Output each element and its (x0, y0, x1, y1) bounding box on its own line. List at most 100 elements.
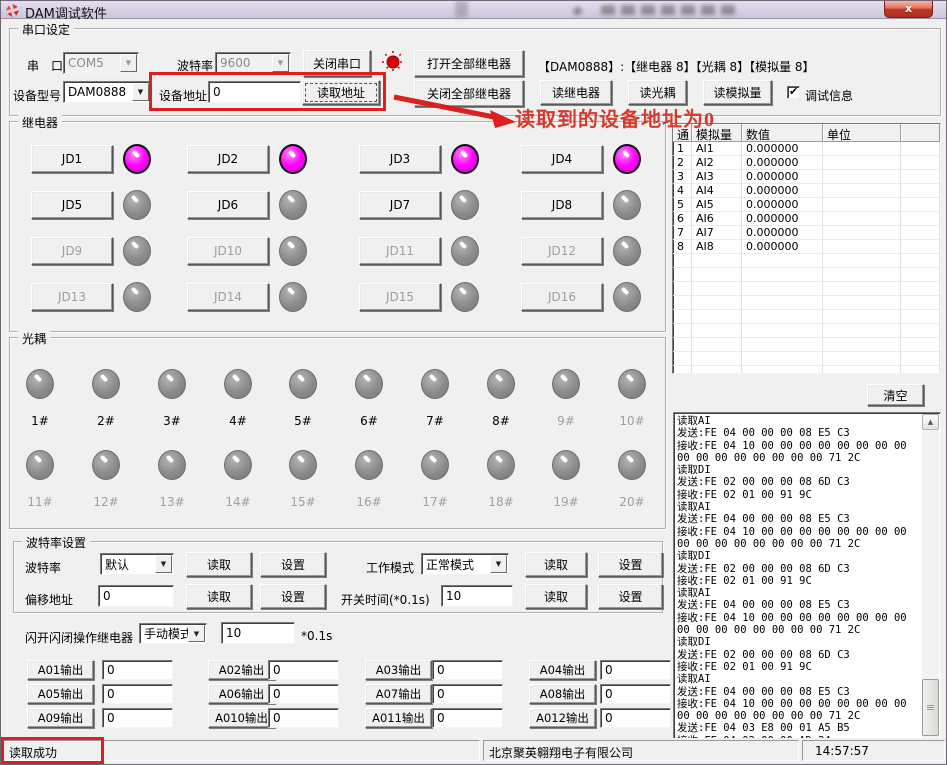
baud-setting-combobox[interactable]: 默认 ▼ (100, 553, 174, 575)
read-address-button[interactable]: 读取地址 (302, 80, 380, 105)
analog-row: 1 AI1 0.000000 (673, 142, 940, 156)
switch-time-set-button[interactable]: 设置 (598, 584, 663, 609)
read-relay-button[interactable]: 读继电器 (540, 80, 612, 105)
relay-button-jd9[interactable]: JD9 (31, 237, 113, 265)
output-button-A07[interactable]: A07输出 (365, 684, 432, 704)
relay-button-jd6[interactable]: JD6 (187, 191, 269, 219)
offset-set-button[interactable]: 设置 (260, 584, 326, 609)
output-input-A09[interactable]: 0 (102, 708, 173, 728)
chevron-down-icon[interactable]: ▼ (132, 83, 149, 101)
output-input-A01[interactable]: 0 (102, 660, 173, 680)
analog-cell (692, 296, 742, 310)
scroll-up-icon[interactable]: ▲ (922, 414, 939, 430)
device-address-input[interactable]: 0 (208, 81, 301, 103)
output-input-A05[interactable]: 0 (102, 684, 173, 704)
output-input-A010[interactable]: 0 (268, 708, 339, 728)
scrollbar-thumb[interactable] (922, 679, 939, 736)
opto-label-13: 13# (159, 495, 185, 509)
relay-button-jd10[interactable]: JD10 (187, 237, 269, 265)
debug-info-checkbox[interactable] (787, 85, 800, 99)
relay-button-jd7[interactable]: JD7 (359, 191, 441, 219)
output-button-A06[interactable]: A06输出 (208, 684, 275, 704)
opto-led-8 (487, 369, 515, 399)
log-box[interactable]: 读取AI 发送:FE 04 00 00 00 08 E5 C3 接收:FE 04… (673, 412, 941, 741)
baud-label: 波特率 (177, 59, 214, 73)
chevron-down-icon[interactable]: ▼ (120, 54, 137, 72)
open-all-relays-button[interactable]: 打开全部继电器 (414, 50, 524, 77)
output-input-A03[interactable]: 0 (432, 660, 503, 680)
opto-led-20 (618, 450, 646, 480)
chevron-down-icon[interactable]: ▼ (490, 555, 507, 573)
offset-read-button[interactable]: 读取 (186, 584, 252, 609)
switch-time-input[interactable]: 10 (441, 585, 513, 607)
flash-mode-combobox[interactable]: 手动模式 ▼ (139, 623, 207, 644)
opto-label-6: 6# (360, 414, 378, 428)
relay-button-jd3[interactable]: JD3 (359, 145, 441, 173)
chevron-down-icon[interactable]: ▼ (155, 555, 172, 573)
relay-button-jd15[interactable]: JD15 (359, 283, 441, 311)
status-message: 读取成功 (3, 740, 480, 761)
model-combobox[interactable]: DAM0888 ▼ (63, 81, 151, 103)
analog-col-header[interactable]: 通 (673, 124, 692, 142)
serial-status-led-icon (382, 51, 404, 73)
flash-time-input[interactable]: 10 (221, 622, 295, 644)
output-input-A06[interactable]: 0 (268, 684, 339, 704)
relay-button-jd1[interactable]: JD1 (31, 145, 113, 173)
clear-log-button[interactable]: 清空 (867, 384, 924, 406)
baud-settings-group: 波特率设置 (13, 534, 663, 613)
relay-button-jd8[interactable]: JD8 (521, 191, 603, 219)
analog-cell (673, 254, 692, 268)
relay-button-jd14[interactable]: JD14 (187, 283, 269, 311)
output-input-A07[interactable]: 0 (432, 684, 503, 704)
output-input-A08[interactable]: 0 (600, 684, 671, 704)
output-button-A05[interactable]: A05输出 (27, 684, 94, 704)
opto-led-16 (355, 450, 383, 480)
relay-button-jd16[interactable]: JD16 (521, 283, 603, 311)
analog-col-header[interactable] (901, 124, 940, 142)
read-analog-button[interactable]: 读模拟量 (703, 80, 772, 105)
output-input-A012[interactable]: 0 (600, 708, 671, 728)
output-button-A09[interactable]: A09输出 (27, 708, 94, 728)
analog-col-header[interactable]: 模拟量 (692, 124, 742, 142)
analog-cell (692, 352, 742, 366)
output-button-A012[interactable]: A012输出 (529, 708, 596, 728)
output-button-A04[interactable]: A04输出 (529, 660, 596, 680)
relay-button-jd11[interactable]: JD11 (359, 237, 441, 265)
analog-col-header[interactable]: 数值 (742, 124, 823, 142)
work-mode-set-button[interactable]: 设置 (598, 552, 663, 577)
relay-button-jd2[interactable]: JD2 (187, 145, 269, 173)
relay-button-jd13[interactable]: JD13 (31, 283, 113, 311)
output-button-A03[interactable]: A03输出 (365, 660, 432, 680)
analog-cell (823, 240, 901, 254)
analog-col-header[interactable]: 单位 (823, 124, 901, 142)
work-mode-combobox[interactable]: 正常模式 ▼ (421, 553, 509, 575)
analog-cell (742, 324, 823, 338)
switch-time-read-button[interactable]: 读取 (525, 584, 587, 609)
chevron-down-icon[interactable]: ▼ (272, 54, 289, 72)
read-opto-button[interactable]: 读光耦 (628, 80, 687, 105)
analog-row: 3 AI3 0.000000 (673, 170, 940, 184)
output-button-A08[interactable]: A08输出 (529, 684, 596, 704)
output-button-A01[interactable]: A01输出 (27, 660, 94, 680)
relay-button-jd4[interactable]: JD4 (521, 145, 603, 173)
opto-label-12: 12# (93, 495, 119, 509)
baud-read-button[interactable]: 读取 (186, 552, 252, 577)
chevron-down-icon[interactable]: ▼ (188, 625, 205, 642)
output-button-A011[interactable]: A011输出 (365, 708, 432, 728)
port-combobox[interactable]: COM5 ▼ (63, 52, 139, 74)
analog-cell: 6 (673, 212, 692, 226)
baud-combobox[interactable]: 9600 ▼ (215, 52, 291, 74)
baud-set-button[interactable]: 设置 (260, 552, 326, 577)
close-button[interactable]: x (884, 1, 933, 18)
log-scrollbar[interactable]: ▲ (922, 414, 939, 739)
output-button-A010[interactable]: A010输出 (208, 708, 275, 728)
offset-address-input[interactable]: 0 (98, 585, 174, 607)
output-input-A011[interactable]: 0 (432, 708, 503, 728)
analog-table[interactable]: 通模拟量 数值 单位 1 AI1 0.000000 2 AI2 0.000000 3 AI3 0.00… (672, 123, 941, 374)
relay-button-jd5[interactable]: JD5 (31, 191, 113, 219)
output-button-A02[interactable]: A02输出 (208, 660, 275, 680)
relay-button-jd12[interactable]: JD12 (521, 237, 603, 265)
output-input-A04[interactable]: 0 (600, 660, 671, 680)
output-input-A02[interactable]: 0 (268, 660, 339, 680)
work-mode-read-button[interactable]: 读取 (525, 552, 587, 577)
